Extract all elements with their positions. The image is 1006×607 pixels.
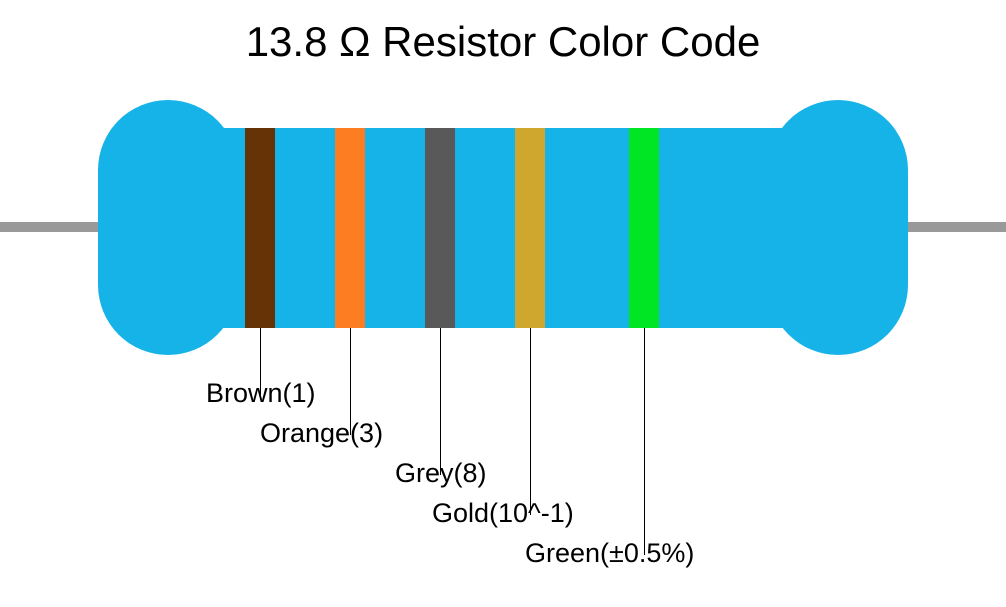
resistor-body (195, 128, 811, 328)
band-label-orange: Orange(3) (260, 418, 383, 449)
leader-line-green (644, 328, 645, 555)
band-orange (335, 128, 365, 328)
band-brown (245, 128, 275, 328)
band-label-grey: Grey(8) (395, 458, 487, 489)
diagram-title: 13.8 Ω Resistor Color Code (0, 18, 1006, 66)
leader-line-grey (440, 328, 441, 475)
resistor-lead-left (0, 222, 110, 232)
band-label-brown: Brown(1) (206, 378, 316, 409)
resistor-lead-right (896, 222, 1006, 232)
band-label-green: Green(±0.5%) (525, 538, 694, 569)
band-gold (515, 128, 545, 328)
band-grey (425, 128, 455, 328)
band-green (629, 128, 659, 328)
leader-line-gold (530, 328, 531, 515)
band-label-gold: Gold(10^-1) (432, 498, 574, 529)
